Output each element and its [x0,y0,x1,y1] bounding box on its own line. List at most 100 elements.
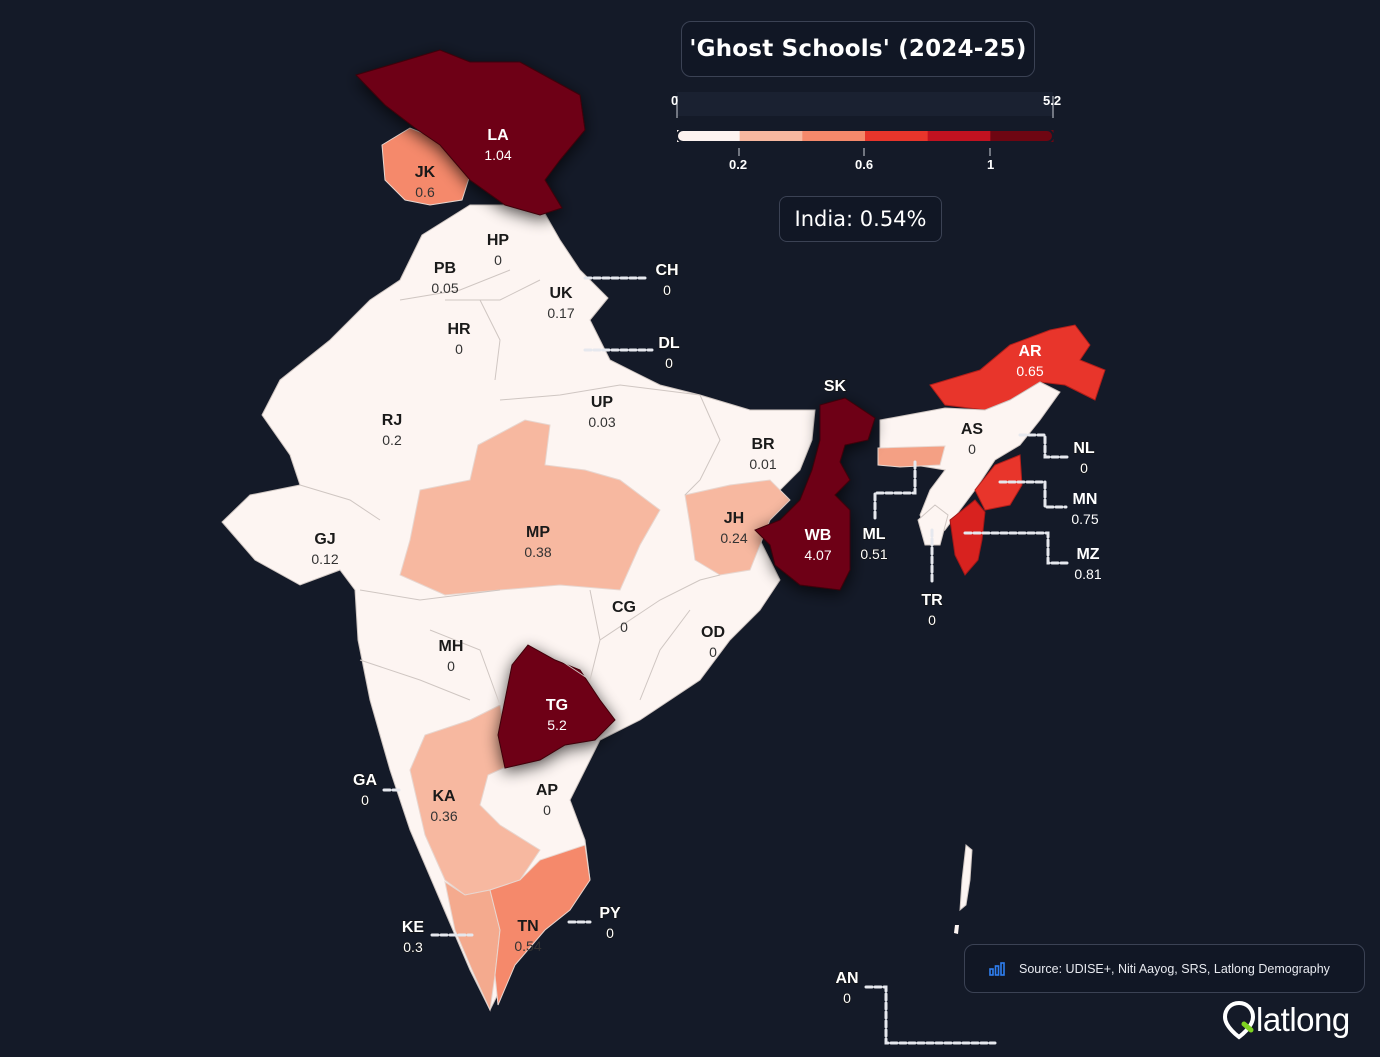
state-code-as: AS [961,421,984,438]
legend-swatch [927,130,991,142]
state-shape-LA [355,49,586,216]
state-value-nl: 0 [1080,460,1088,476]
legend-min-label: 0 [671,93,679,108]
state-code-dl: DL [658,335,680,352]
state-value-tr: 0 [928,612,936,628]
state-code-tr: TR [921,592,943,609]
bar-chart-icon [989,961,1005,976]
state-value-rj: 0.2 [382,432,402,448]
state-code-mz: MZ [1076,546,1099,563]
state-code-ga: GA [353,772,377,789]
state-value-an: 0 [843,990,851,1006]
state-code-tg: TG [546,697,568,714]
state-code-la: LA [487,127,509,144]
state-shape-MN [974,454,1023,511]
legend-blur-band [677,92,1053,116]
state-shape-AN [959,844,973,912]
state-shape-MP [399,419,661,596]
state-value-ml: 0.51 [860,546,887,562]
logo-wordmark: latlong [1256,1001,1350,1038]
source-text: Source: UDISE+, Niti Aayog, SRS, Latlong… [1019,961,1330,976]
state-value-cg: 0 [620,619,628,635]
state-value-as: 0 [968,441,976,457]
state-code-ml: ML [862,526,885,543]
state-code-hr: HR [447,321,471,338]
state-value-gj: 0.12 [311,551,338,567]
state-code-mn: MN [1073,491,1098,508]
location-pin-icon [1222,1000,1256,1040]
state-value-uk: 0.17 [547,305,574,321]
state-code-hp: HP [487,232,510,249]
legend-swatch [739,130,803,142]
state-code-rj: RJ [382,412,402,429]
state-value-ar: 0.65 [1016,363,1043,379]
internal-borders [299,269,721,706]
state-value-jh: 0.24 [720,530,747,546]
chart-title-box: 'Ghost Schools' (2024-25) [681,21,1035,77]
legend-swatch [677,130,741,142]
state-code-od: OD [701,624,725,641]
state-value-up: 0.03 [588,414,615,430]
state-code-an: AN [835,970,858,987]
state-value-la: 1.04 [484,147,511,163]
legend-tick-2: 1 [987,157,995,172]
state-shape-MZ [949,499,986,576]
state-value-hp: 0 [494,252,502,268]
state-value-jk: 0.6 [415,184,435,200]
state-shape-JH [684,479,791,576]
state-value-py: 0 [606,925,614,941]
state-value-pb: 0.05 [431,280,458,296]
india-average-label: India: 0.54% [794,207,927,231]
state-value-wb: 4.07 [804,547,831,563]
latlong-logo: latlong [1222,1000,1350,1040]
state-value-od: 0 [709,644,717,660]
state-code-uk: UK [549,285,573,302]
state-code-ap: AP [536,782,559,799]
state-value-ch: 0 [663,282,671,298]
state-code-mh: MH [439,638,464,655]
state-code-sk: SK [824,378,847,395]
state-code-ch: CH [655,262,678,279]
state-shape-KE [444,880,501,1012]
legend-color-bar [676,92,1054,156]
state-shape-WB [754,397,876,591]
state-code-nl: NL [1073,440,1095,457]
label-layer: LA 1.04 JK 0.6 HP 0 PB 0.05 CH 0 UK 0.17 HR 0 DL 0 RJ 0.2… [311,127,1101,1007]
legend-tick-0: 0.2 [729,157,748,172]
state-value-hr: 0 [455,341,463,357]
state-value-mp: 0.38 [524,544,551,560]
state-code-br: BR [751,436,775,453]
leader-lines [382,276,1070,1045]
state-code-jh: JH [724,510,744,527]
state-code-pb: PB [434,260,456,277]
state-code-ka: KA [432,788,456,805]
state-code-ke: KE [402,919,425,936]
state-value-tg: 5.2 [547,717,567,733]
state-value-tn: 0.54 [514,938,541,954]
legend-tick-1: 0.6 [855,157,874,172]
state-shape-TN [489,844,591,1006]
state-code-jk: JK [415,164,436,181]
state-value-ke: 0.3 [403,939,423,955]
state-value-ap: 0 [543,802,551,818]
source-box: Source: UDISE+, Niti Aayog, SRS, Latlong… [964,944,1365,993]
state-code-mp: MP [526,524,550,541]
state-code-py: PY [599,905,621,922]
state-shape-ML [877,445,946,468]
state-value-br: 0.01 [749,456,776,472]
state-value-ga: 0 [361,792,369,808]
state-code-tn: TN [517,918,538,935]
state-code-wb: WB [805,527,832,544]
state-value-mz: 0.81 [1074,566,1101,582]
state-value-mn: 0.75 [1071,511,1098,527]
state-code-cg: CG [612,599,636,616]
state-shape-TG [497,644,616,769]
legend-swatch [865,130,929,142]
state-code-ar: AR [1018,343,1042,360]
state-code-gj: GJ [314,531,335,548]
legend-max-label: 5.2 [1043,93,1062,108]
state-value-dl: 0 [665,355,673,371]
state-code-up: UP [591,394,614,411]
